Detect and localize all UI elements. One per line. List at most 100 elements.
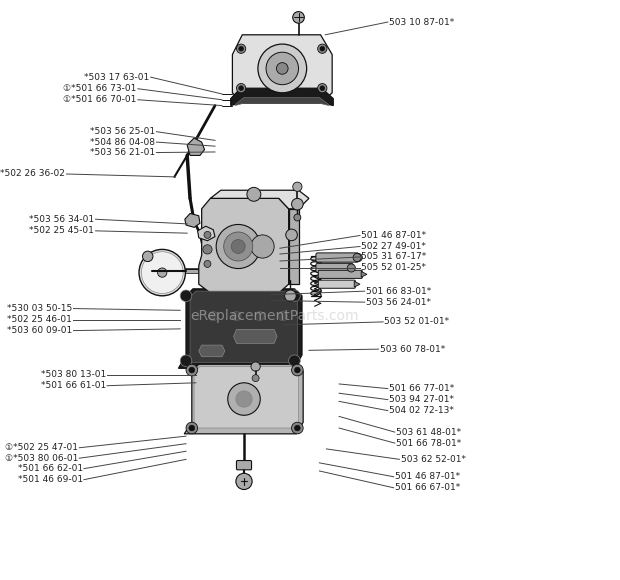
FancyBboxPatch shape bbox=[316, 253, 359, 262]
Circle shape bbox=[317, 44, 327, 53]
Text: 502 27 49-01*: 502 27 49-01* bbox=[361, 242, 426, 251]
Text: 503 62 52-01*: 503 62 52-01* bbox=[401, 455, 466, 464]
Circle shape bbox=[317, 84, 327, 93]
Circle shape bbox=[204, 260, 211, 267]
Circle shape bbox=[293, 182, 302, 191]
Polygon shape bbox=[236, 97, 329, 106]
Circle shape bbox=[157, 268, 167, 277]
Polygon shape bbox=[185, 213, 200, 227]
Circle shape bbox=[285, 290, 296, 302]
Text: *503 56 34-01: *503 56 34-01 bbox=[29, 215, 94, 224]
Circle shape bbox=[204, 231, 211, 238]
Polygon shape bbox=[199, 345, 225, 357]
Circle shape bbox=[289, 290, 300, 302]
Polygon shape bbox=[231, 88, 334, 106]
Text: 505 31 67-17*: 505 31 67-17* bbox=[361, 252, 427, 262]
Text: *502 25 45-01: *502 25 45-01 bbox=[30, 226, 94, 235]
Circle shape bbox=[289, 355, 300, 367]
Polygon shape bbox=[187, 138, 205, 155]
Circle shape bbox=[236, 44, 246, 53]
Text: ①*503 80 06-01: ①*503 80 06-01 bbox=[5, 454, 78, 463]
Circle shape bbox=[294, 214, 301, 221]
Circle shape bbox=[291, 198, 303, 210]
Text: *503 80 13-01: *503 80 13-01 bbox=[41, 370, 106, 379]
Circle shape bbox=[247, 187, 261, 201]
Circle shape bbox=[239, 46, 244, 51]
Circle shape bbox=[266, 52, 298, 85]
Circle shape bbox=[294, 367, 300, 373]
Circle shape bbox=[347, 264, 355, 272]
Circle shape bbox=[236, 84, 246, 93]
Circle shape bbox=[278, 311, 288, 321]
Circle shape bbox=[186, 364, 198, 376]
Polygon shape bbox=[198, 226, 215, 241]
Text: 503 94 27-01*: 503 94 27-01* bbox=[389, 395, 454, 404]
Circle shape bbox=[320, 46, 325, 51]
Text: 501 66 67-01*: 501 66 67-01* bbox=[395, 483, 460, 492]
Circle shape bbox=[291, 422, 303, 434]
Circle shape bbox=[277, 63, 288, 74]
Text: *502 26 36-02: *502 26 36-02 bbox=[1, 169, 65, 179]
Circle shape bbox=[320, 86, 325, 90]
Circle shape bbox=[294, 425, 300, 431]
Polygon shape bbox=[234, 329, 277, 343]
Circle shape bbox=[236, 473, 252, 490]
Text: *503 17 63-01: *503 17 63-01 bbox=[84, 72, 149, 82]
Text: *504 86 04-08: *504 86 04-08 bbox=[91, 137, 155, 147]
Circle shape bbox=[189, 425, 195, 431]
Polygon shape bbox=[187, 291, 298, 362]
Text: 503 52 01-01*: 503 52 01-01* bbox=[384, 317, 450, 327]
Circle shape bbox=[353, 253, 361, 262]
Text: 503 56 24-01*: 503 56 24-01* bbox=[366, 298, 431, 307]
Circle shape bbox=[186, 422, 198, 434]
Text: *501 66 62-01: *501 66 62-01 bbox=[17, 464, 82, 473]
Polygon shape bbox=[354, 281, 360, 287]
Circle shape bbox=[251, 362, 260, 371]
Text: 501 66 77-01*: 501 66 77-01* bbox=[389, 384, 454, 393]
Circle shape bbox=[189, 367, 195, 373]
Text: ①*501 66 70-01: ①*501 66 70-01 bbox=[63, 95, 136, 104]
Circle shape bbox=[286, 229, 298, 241]
Text: 503 60 78-01*: 503 60 78-01* bbox=[379, 345, 445, 354]
Text: 501 66 83-01*: 501 66 83-01* bbox=[366, 287, 431, 296]
FancyBboxPatch shape bbox=[236, 461, 252, 470]
Polygon shape bbox=[361, 271, 367, 277]
Text: *503 56 21-01: *503 56 21-01 bbox=[90, 148, 155, 157]
Text: 503 61 48-01*: 503 61 48-01* bbox=[396, 427, 461, 437]
Polygon shape bbox=[321, 266, 354, 270]
Circle shape bbox=[258, 44, 307, 93]
Text: ①*501 66 73-01: ①*501 66 73-01 bbox=[63, 84, 136, 93]
Text: 501 46 87-01*: 501 46 87-01* bbox=[395, 472, 460, 481]
Circle shape bbox=[203, 245, 212, 254]
Polygon shape bbox=[184, 364, 303, 434]
Circle shape bbox=[228, 383, 260, 415]
Circle shape bbox=[143, 251, 153, 262]
Text: 505 52 01-25*: 505 52 01-25* bbox=[361, 263, 426, 273]
Circle shape bbox=[208, 311, 218, 321]
Polygon shape bbox=[321, 255, 361, 259]
Polygon shape bbox=[210, 190, 309, 209]
Circle shape bbox=[239, 86, 244, 90]
Text: *501 66 61-01: *501 66 61-01 bbox=[41, 381, 106, 390]
Circle shape bbox=[255, 311, 264, 321]
Polygon shape bbox=[179, 289, 302, 368]
Text: *530 03 50-15: *530 03 50-15 bbox=[7, 304, 73, 313]
Circle shape bbox=[139, 249, 185, 296]
FancyBboxPatch shape bbox=[316, 263, 353, 273]
Circle shape bbox=[252, 375, 259, 382]
Circle shape bbox=[236, 391, 252, 407]
Polygon shape bbox=[192, 367, 298, 428]
FancyBboxPatch shape bbox=[318, 270, 362, 278]
Text: *501 46 69-01: *501 46 69-01 bbox=[17, 475, 82, 484]
Circle shape bbox=[231, 240, 245, 253]
Circle shape bbox=[180, 355, 192, 367]
Circle shape bbox=[232, 311, 241, 321]
FancyBboxPatch shape bbox=[318, 280, 355, 288]
Circle shape bbox=[141, 252, 183, 293]
Text: 504 02 72-13*: 504 02 72-13* bbox=[389, 406, 454, 415]
Circle shape bbox=[216, 224, 260, 269]
Circle shape bbox=[180, 290, 192, 302]
Text: *502 25 46-01: *502 25 46-01 bbox=[7, 315, 73, 324]
Polygon shape bbox=[289, 209, 298, 284]
Text: 501 66 78-01*: 501 66 78-01* bbox=[396, 438, 461, 448]
